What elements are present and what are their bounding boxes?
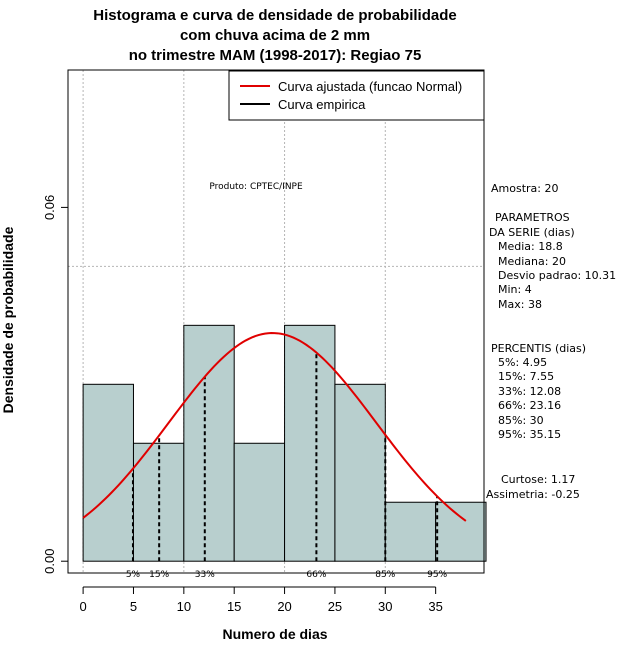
- stats-assimetria: Assimetria: -0.25: [486, 488, 580, 501]
- stats-amostra: Amostra: 20: [491, 182, 558, 195]
- legend-box: [228, 70, 485, 121]
- stats-parametros-title: PARAMETROS: [495, 211, 570, 224]
- x-axis-title: Numero de dias: [222, 626, 327, 642]
- chart-title-line-3: no trimestre MAM (1998-2017): Regiao 75: [129, 47, 422, 64]
- x-tick-label-0: 0: [79, 599, 86, 614]
- stats-min: Min: 4: [498, 283, 532, 296]
- y-axis-title: Densidade de probabilidade: [0, 226, 16, 413]
- histogram-bar-3: [183, 324, 235, 562]
- y-tick-label-0: 0.00: [42, 549, 57, 574]
- curve-layer: [82, 332, 467, 522]
- chart-title-line-1: Histograma e curva de densidade de proba…: [93, 7, 456, 24]
- percentile-label-2: 15%: [149, 570, 169, 580]
- x-tick-label-15: 15: [227, 599, 241, 614]
- x-tick-label-25: 25: [328, 599, 342, 614]
- stats-p95: 95%: 35.15: [498, 428, 561, 441]
- stats-curtose: Curtose: 1.17: [501, 473, 575, 486]
- percentile-label-1: 5%: [126, 570, 141, 580]
- x-tick-label-35: 35: [428, 599, 442, 614]
- x-tick-label-30: 30: [378, 599, 392, 614]
- x-axis: 0 5 10 15 20 25 30 35: [79, 586, 443, 614]
- legend-label-empirical: Curva empirica: [278, 97, 366, 112]
- stats-p33: 33%: 12.08: [498, 385, 561, 398]
- percentile-label-4: 66%: [306, 570, 326, 580]
- histogram-bar-8: [435, 501, 487, 562]
- stats-p5: 5%: 4.95: [498, 356, 547, 369]
- x-tick-label-20: 20: [277, 599, 291, 614]
- product-annotation: Produto: CPTEC/INPE: [209, 182, 303, 192]
- bars-layer: [82, 324, 487, 562]
- stats-mediana: Mediana: 20: [498, 255, 566, 268]
- stats-parametros-subtitle: DA SERIE (dias): [489, 226, 575, 239]
- stats-panel: Amostra: 20 PARAMETROS DA SERIE (dias) M…: [486, 182, 616, 501]
- fitted-normal-curve: [82, 332, 467, 522]
- percentile-markers-layer: 5% 15% 33% 66% 85% 95%: [126, 352, 448, 580]
- stats-media: Media: 18.8: [498, 240, 563, 253]
- x-tick-label-10: 10: [177, 599, 191, 614]
- stats-percentis-title: PERCENTIS (dias): [491, 342, 586, 355]
- histogram-bar-5: [284, 324, 336, 562]
- grid-layer: [68, 70, 484, 573]
- percentile-label-5: 85%: [375, 570, 395, 580]
- histogram-bar-6: [334, 383, 386, 562]
- histogram-bar-1: [82, 383, 134, 562]
- stats-p66: 66%: 23.16: [498, 399, 561, 412]
- y-tick-label-1: 0.06: [42, 195, 57, 220]
- histogram-bar-4: [233, 442, 286, 562]
- chart-title-line-2: com chuva acima de 2 mm: [180, 27, 370, 44]
- legend-label-fitted: Curva ajustada (funcao Normal): [278, 79, 462, 94]
- y-axis: 0.00 0.06: [42, 195, 69, 574]
- percentile-label-6: 95%: [427, 570, 447, 580]
- x-tick-label-5: 5: [130, 599, 137, 614]
- stats-desvio: Desvio padrao: 10.31: [498, 269, 616, 282]
- percentile-label-3: 33%: [195, 570, 215, 580]
- legend: Curva ajustada (funcao Normal) Curva emp…: [228, 70, 485, 121]
- stats-p15: 15%: 7.55: [498, 370, 554, 383]
- histogram-bar-7: [384, 501, 437, 562]
- stats-max: Max: 38: [498, 298, 542, 311]
- stats-p85: 85%: 30: [498, 414, 544, 427]
